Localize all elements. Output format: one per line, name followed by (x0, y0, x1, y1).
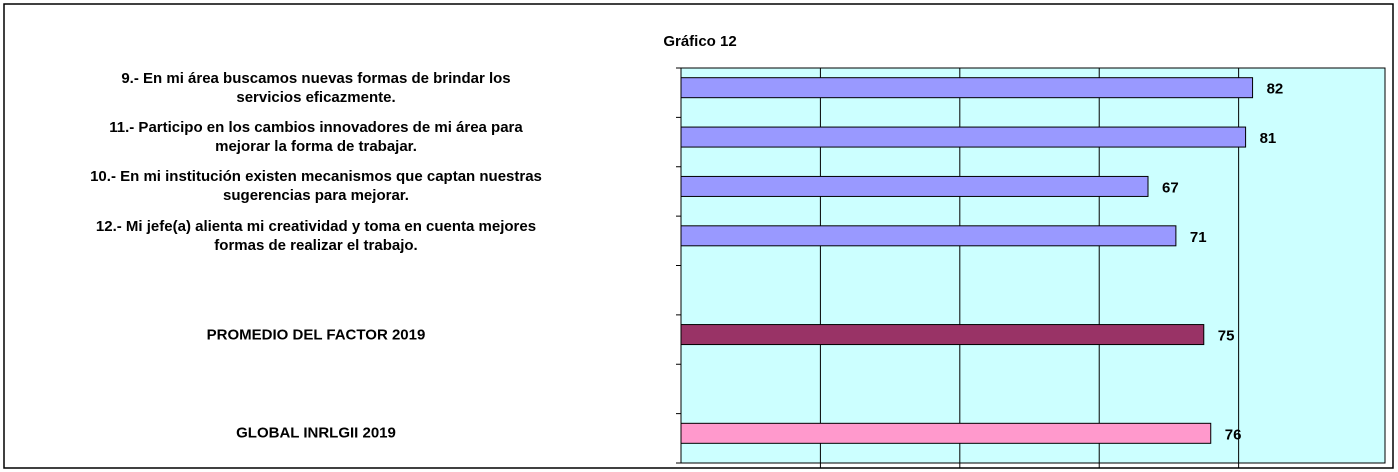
data-label: 71 (1190, 229, 1207, 246)
y-tick-label: 11.- Participo en los cambios innovadore… (109, 119, 523, 156)
bar (680, 225, 1177, 247)
data-label: 82 (1267, 81, 1284, 98)
data-label: 81 (1260, 130, 1277, 147)
y-tick-label: 12.- Mi jefe(a) alienta mi creatividad y… (95, 217, 537, 254)
bar (680, 175, 1149, 197)
y-tick-label: 9.- En mi área buscamos nuevas formas de… (121, 69, 511, 106)
data-label: 67 (1162, 179, 1179, 196)
bar (680, 77, 1254, 99)
data-label: 76 (1225, 426, 1242, 443)
bar (680, 324, 1205, 346)
y-tick-label: PROMEDIO DEL FACTOR 2019 (206, 326, 426, 344)
bar (680, 126, 1247, 148)
bar (680, 422, 1212, 444)
y-tick-label: 10.- En mi institución existen mecanismo… (90, 168, 542, 205)
chart-title: Gráfico 12 (663, 33, 736, 50)
y-tick-label: GLOBAL INRLGII 2019 (236, 424, 396, 442)
data-label: 75 (1218, 328, 1235, 345)
